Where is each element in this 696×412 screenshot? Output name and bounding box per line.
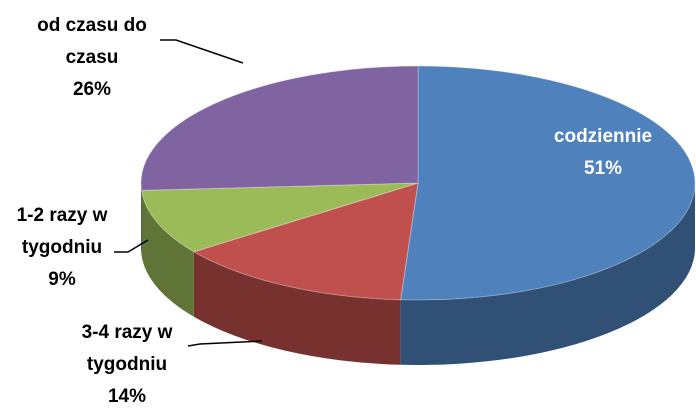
data-label: 1-2 razy w tygodniu 9% <box>2 200 122 296</box>
category-label: 1-2 razy w tygodniu <box>16 205 108 258</box>
slice-side <box>141 190 194 317</box>
leader-line <box>160 39 244 64</box>
value-label: 14% <box>107 386 147 407</box>
category-label: od czasu do czasu <box>37 15 147 68</box>
leader-line <box>187 340 263 347</box>
value-label: 26% <box>72 79 112 100</box>
data-label: od czasu do czasu 26% <box>17 10 167 106</box>
data-label: 3-4 razy w tygodniu 14% <box>52 317 202 412</box>
category-label: codziennie <box>553 126 653 147</box>
slice <box>192 182 419 301</box>
category-label: 3-4 razy w tygodniu <box>81 322 173 375</box>
slice-side <box>193 251 401 365</box>
data-label: codziennie 51% <box>528 121 678 185</box>
slice-side <box>141 183 142 256</box>
slice-side <box>400 183 695 366</box>
value-label: 9% <box>48 269 76 290</box>
slice <box>140 65 419 191</box>
slice <box>140 182 419 253</box>
slice <box>400 65 696 301</box>
value-label: 51% <box>583 158 623 179</box>
leader-line <box>114 239 149 253</box>
